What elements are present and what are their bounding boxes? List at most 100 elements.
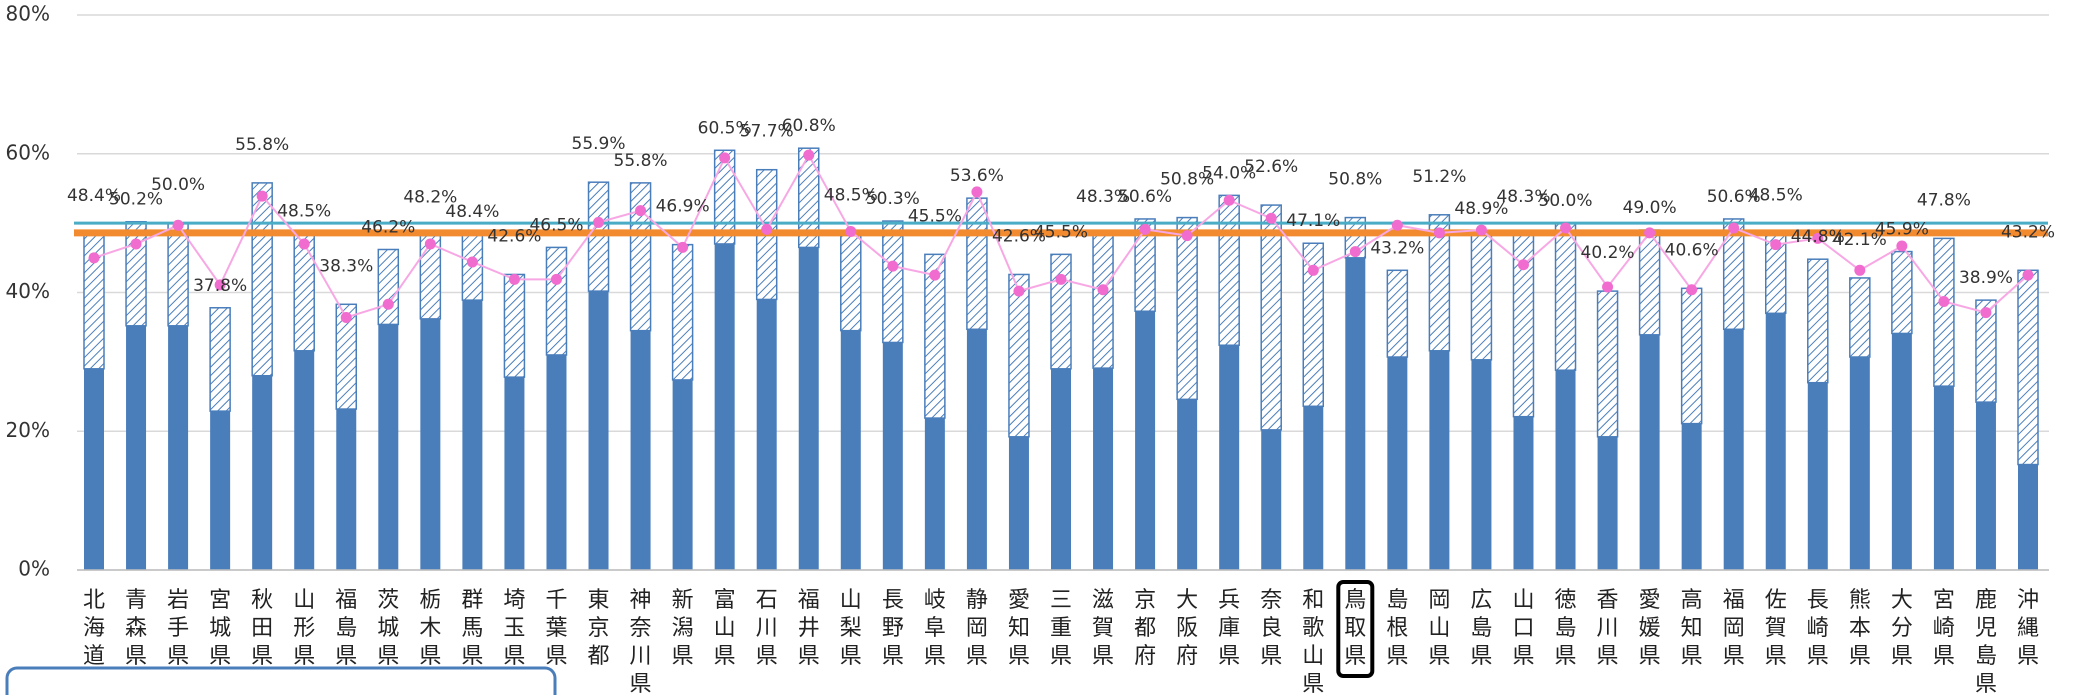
bar-solid (1555, 370, 1576, 570)
line-point (214, 279, 226, 291)
x-tick-label: 東京都 (588, 588, 610, 669)
total-label: 50.0% (1539, 191, 1593, 211)
bar-hatched (1849, 277, 1871, 358)
bar-hatched (713, 149, 736, 245)
line-point (88, 252, 100, 264)
total-label: 54.0% (1202, 163, 1256, 183)
total-label: 60.8% (782, 116, 836, 136)
bar-hatched (167, 222, 189, 327)
bar-hatched (1933, 237, 1955, 387)
total-label: 45.5% (908, 206, 962, 226)
x-tick-label: 沖縄県 (2017, 588, 2039, 669)
bar-hatched (209, 307, 231, 412)
x-tick-label: 大分県 (1891, 588, 1913, 669)
bar-hatched (1386, 269, 1409, 358)
bar-solid (1303, 406, 1324, 570)
x-tick-label: 大阪府 (1176, 588, 1198, 669)
line-point (382, 298, 394, 310)
line-point (929, 269, 941, 281)
line-point (256, 190, 268, 202)
total-label: 50.0% (151, 175, 205, 195)
line-point (2022, 269, 2034, 281)
x-tick-label: 福島県 (335, 588, 357, 669)
bar-hatched (545, 246, 568, 356)
x-tick-label: 広島県 (1470, 588, 1492, 669)
x-tick-label: 埼玉県 (503, 588, 525, 669)
line-point (761, 223, 773, 235)
bar-solid (1597, 436, 1618, 570)
x-tick-label: 青森県 (125, 588, 147, 669)
line-point (1896, 240, 1908, 252)
x-tick-label: 愛知県 (1008, 588, 1030, 669)
x-tick-label: 山口県 (1512, 588, 1534, 669)
line-point (1097, 284, 1109, 296)
bar-solid (1008, 436, 1029, 570)
line-point (1433, 227, 1445, 239)
bar-hatched (1638, 229, 1661, 336)
bar-solid (462, 300, 483, 570)
line-point (172, 219, 184, 231)
line-point (1223, 194, 1235, 206)
total-label: 45.9% (1875, 220, 1929, 240)
bar-solid (1135, 311, 1156, 570)
bar-hatched (1092, 234, 1114, 369)
line-point (1349, 246, 1361, 258)
x-tick-label: 石川県 (756, 588, 778, 669)
line-point (635, 205, 647, 217)
line-point (803, 149, 815, 161)
total-label: 45.5% (1034, 222, 1088, 242)
line-point (1475, 224, 1487, 236)
line-point (677, 241, 689, 253)
x-tick-label: 岩手県 (167, 588, 189, 669)
x-tick-label: 滋賀県 (1092, 588, 1114, 669)
bar-hatched (629, 182, 652, 332)
bar-hatched (293, 232, 315, 352)
total-label: 48.5% (1749, 186, 1803, 206)
bar-solid (1387, 357, 1408, 570)
line-point (1938, 296, 1950, 308)
total-label: 55.9% (572, 134, 626, 154)
total-label: 37.8% (193, 276, 247, 296)
x-tick-label: 栃木県 (419, 588, 441, 669)
x-tick-label: 福岡県 (1723, 588, 1745, 669)
bar-hatched (840, 232, 862, 332)
bar-solid (420, 318, 441, 570)
bar-solid (1429, 350, 1450, 570)
x-tick-label: 京都府 (1134, 588, 1156, 669)
total-label: 38.9% (1959, 268, 2013, 288)
line-point (1644, 227, 1656, 239)
x-tick-label: 岡山県 (1428, 588, 1450, 669)
total-label: 44.8% (1791, 227, 1845, 247)
y-tick-label: 40% (6, 279, 50, 303)
total-label: 48.9% (1454, 199, 1508, 219)
bar-solid (1639, 334, 1660, 570)
total-label: 38.3% (319, 256, 373, 276)
total-label: 55.8% (235, 135, 289, 155)
x-tick-label: 愛媛県 (1639, 588, 1661, 669)
total-label: 50.8% (1160, 170, 1214, 190)
x-tick-label: 富山県 (714, 588, 736, 669)
bar-hatched (966, 197, 988, 331)
total-label: 48.4% (445, 202, 499, 222)
bar-solid (84, 368, 104, 570)
total-label: 47.1% (1286, 211, 1340, 231)
line-point (1055, 273, 1067, 285)
total-label: 48.3% (1496, 187, 1550, 207)
bar-hatched (882, 220, 904, 344)
bar-solid (840, 330, 861, 570)
bar-solid (630, 330, 651, 570)
bar-solid (1093, 368, 1114, 570)
x-tick-label: 秋田県 (251, 588, 273, 669)
line-point (550, 273, 562, 285)
y-tick-label: 0% (18, 557, 50, 581)
total-label: 43.2% (2001, 222, 2055, 242)
total-label: 42.6% (487, 226, 541, 246)
line-point (508, 273, 520, 285)
bar-hatched (1807, 258, 1829, 384)
line-point (971, 186, 983, 198)
bar-solid (1765, 313, 1786, 570)
bar-hatched (1050, 253, 1072, 370)
bar-solid (294, 350, 315, 570)
total-label: 48.4% (67, 186, 121, 206)
